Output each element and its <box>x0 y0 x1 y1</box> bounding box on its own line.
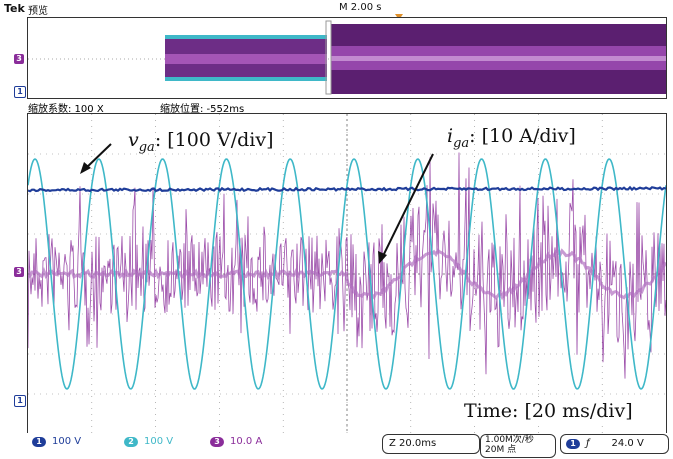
trigger-level: 24.0 V <box>611 438 644 449</box>
zoom-factor-readout: 缩放系数: 100 X <box>28 104 104 115</box>
overview-ch3-core <box>165 54 327 64</box>
ch1-scale: 100 V <box>52 436 82 447</box>
overview-ch3-marker[interactable]: 3 <box>14 54 24 64</box>
zoom-info-bar <box>0 99 673 113</box>
zoom-position-readout: 缩放位置: -552ms <box>160 104 245 115</box>
ch1-dc-trace <box>28 185 666 193</box>
ch2-badge: 2 <box>124 437 138 447</box>
ch2-scale: 100 V <box>144 436 174 447</box>
overview-ch1-marker[interactable]: 1 <box>14 86 26 98</box>
ch1-scale-readout[interactable]: 1 100 V <box>32 436 81 448</box>
iga-annotation: iga: [10 A/div] <box>447 125 576 151</box>
vga-symbol: v <box>128 129 139 151</box>
zoom-window-bracket[interactable] <box>325 20 332 95</box>
main-ch3-marker[interactable]: 3 <box>14 267 24 277</box>
overview-waveform-window[interactable] <box>27 17 667 99</box>
iga-scale: : [10 A/div] <box>469 125 576 147</box>
overview-ch3-center-late <box>331 56 666 61</box>
ch3-scale: 10.0 A <box>230 436 263 447</box>
vga-scale: : [100 V/div] <box>154 129 274 151</box>
annotation-arrows <box>80 143 434 264</box>
ch1-badge: 1 <box>32 437 46 447</box>
zoom-timebase-box[interactable]: Z 20.0ms <box>382 434 480 454</box>
sample-rate: 1.00M次/秒 <box>485 435 534 445</box>
top-status-bar <box>0 0 673 16</box>
vga-annotation: vga: [100 V/div] <box>128 129 273 155</box>
trigger-source-badge: 1 <box>566 439 580 449</box>
ch3-badge: 3 <box>210 437 224 447</box>
trigger-slope-icon: ƒ <box>586 438 590 449</box>
record-length: 20M 点 <box>485 445 517 455</box>
acquisition-box[interactable]: 1.00M次/秒 20M 点 <box>480 434 556 458</box>
ch3-scale-readout[interactable]: 3 10.0 A <box>210 436 262 448</box>
vga-subscript: ga <box>138 139 155 155</box>
ch2-voltage-trace <box>28 158 666 390</box>
time-annotation: Time: [20 ms/div] <box>462 400 635 422</box>
zoom-plot <box>28 114 666 434</box>
overview-plot <box>28 20 666 95</box>
mode-label: 预览 <box>28 6 48 17</box>
main-ch1-marker[interactable]: 1 <box>14 395 26 407</box>
brand-logo: Tek <box>4 2 25 15</box>
iga-symbol: i <box>447 125 454 147</box>
zoom-waveform-window[interactable] <box>27 113 667 435</box>
trigger-box[interactable]: 1 ƒ 24.0 V <box>560 434 669 454</box>
ch2-scale-readout[interactable]: 2 100 V <box>124 436 173 448</box>
iga-subscript: ga <box>453 135 470 151</box>
timebase-readout[interactable]: M 2.00 s <box>339 2 382 13</box>
